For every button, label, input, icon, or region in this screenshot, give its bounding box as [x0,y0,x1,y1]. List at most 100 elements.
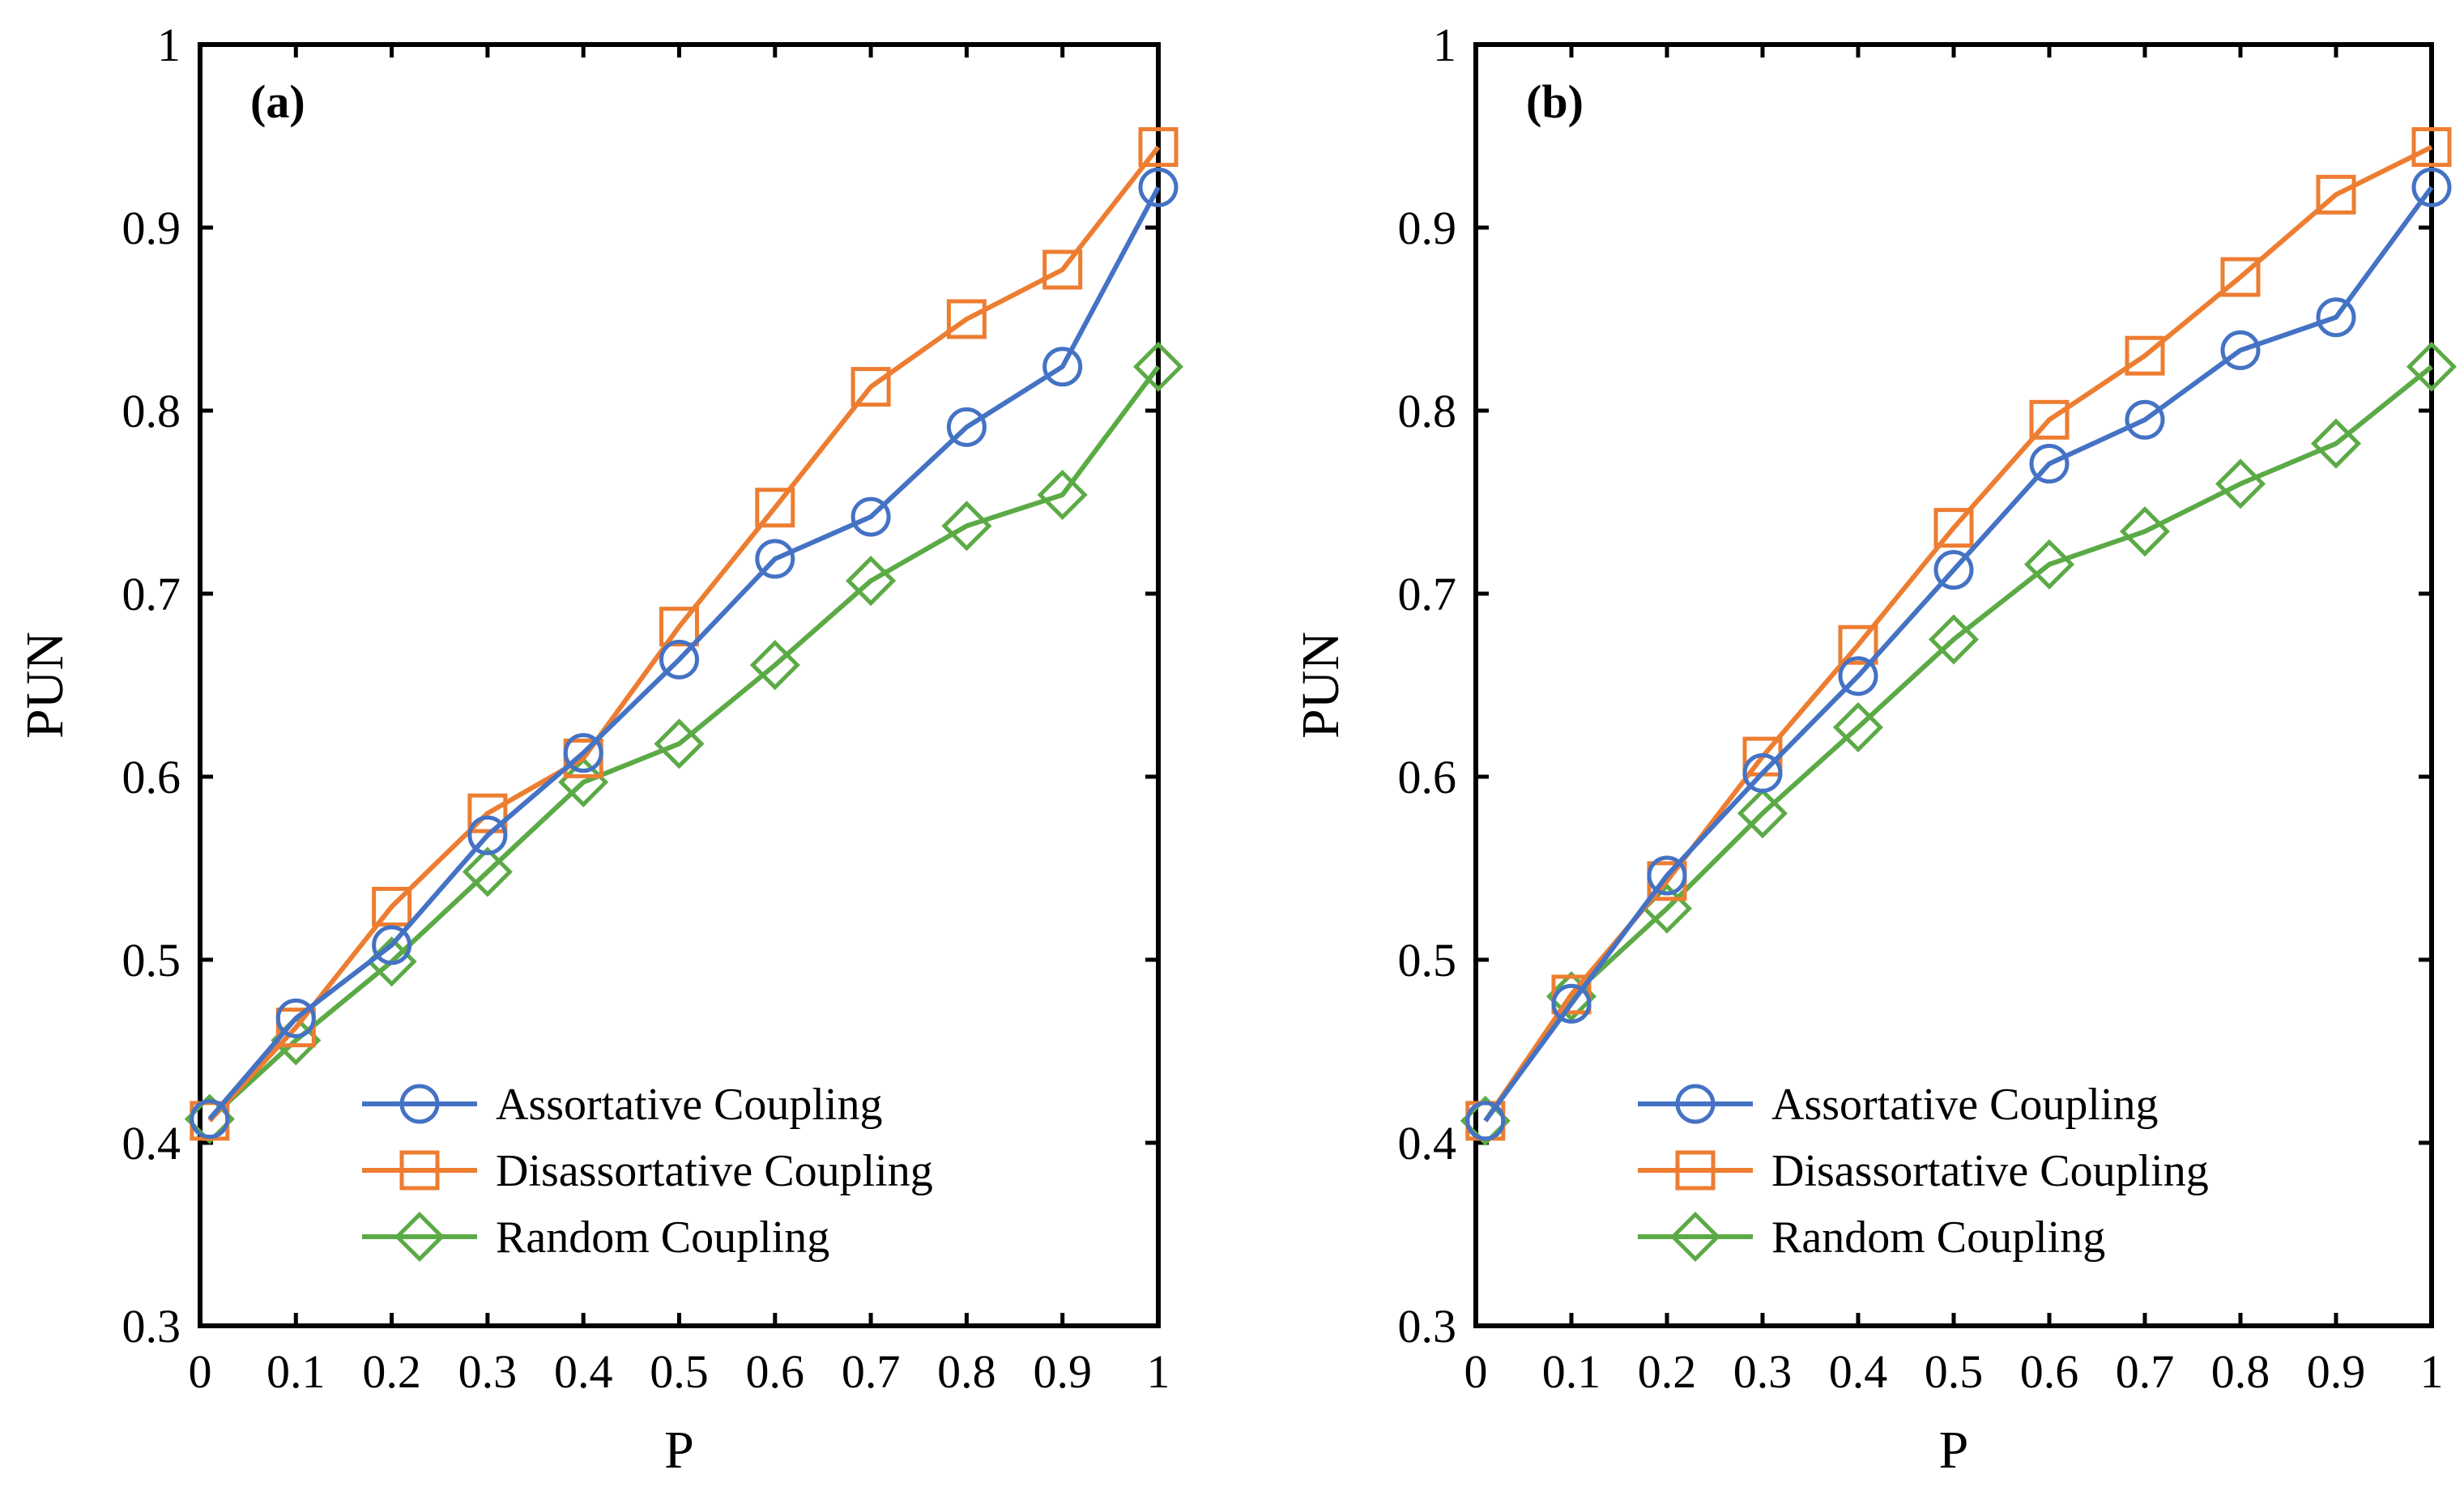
y-tick-label: 0.3 [1398,1300,1457,1353]
y-tick-label: 0.3 [122,1300,181,1353]
data-point [467,815,508,855]
x-tick-label: 0.9 [2307,1345,2366,1398]
legend-entry: Assortative Coupling [362,1080,883,1130]
data-point [1933,508,1974,548]
data-point [2220,257,2261,297]
legend-marker [399,1084,440,1124]
data-point [275,998,316,1038]
data-point [1545,971,1597,1022]
data-point [1933,550,1974,590]
data-point [1465,1101,1506,1141]
data-point [1042,347,1083,387]
data-point [2119,506,2171,557]
data-point [2220,330,2261,370]
data-point [462,846,513,897]
x-tick-label: 0.3 [1733,1345,1793,1398]
y-tick-label: 0.6 [122,751,181,803]
legend-label: Assortative Coupling [1771,1080,2159,1130]
x-tick-label: 0.6 [746,1345,805,1398]
series-random-coupling [1460,341,2458,1146]
y-tick-label: 0.9 [122,202,181,254]
legend-label: Disassortative Coupling [496,1146,933,1196]
data-point [190,1099,230,1140]
x-tick-label: 0.7 [842,1345,901,1398]
data-point [2023,539,2075,590]
data-point [275,1008,316,1048]
plot-frame [198,42,1161,1328]
x-tick-label: 0.7 [2116,1345,2175,1398]
data-point [755,539,795,579]
data-point [2310,418,2362,469]
x-tick-label: 0.4 [554,1345,613,1398]
legend-label: Assortative Coupling [496,1080,883,1130]
data-point [2029,399,2070,440]
legend-entry: Disassortative Coupling [1638,1146,2209,1196]
panel-label: (a) [250,75,305,128]
x-tick-label: 0.2 [1638,1345,1697,1398]
data-point [1138,127,1179,168]
y-axis-label: PUN [1291,632,1350,739]
data-point [563,733,603,773]
data-point [2316,174,2356,215]
data-point [749,640,800,691]
data-point [2411,127,2452,168]
series-assortative-coupling [190,167,1179,1140]
legend-marker [399,1150,440,1191]
series-assortative-coupling [1465,167,2452,1141]
y-tick-label: 0.7 [122,568,181,620]
data-point [2125,335,2165,376]
y-tick-label: 0.5 [1398,934,1457,986]
data-point [1928,614,1980,665]
series-line [207,364,1161,1121]
data-point [1138,167,1179,207]
x-tick-label: 0 [1464,1345,1488,1398]
data-point [1551,974,1592,1015]
x-tick-label: 0.5 [1925,1345,1984,1398]
data-point [1838,624,1878,665]
legend-marker [1675,1150,1716,1191]
series-line [207,145,1161,1123]
data-point [1737,788,1788,839]
data-point [2029,444,2070,484]
legend-label: Disassortative Coupling [1771,1146,2209,1196]
legend-marker [1675,1084,1716,1124]
data-point [659,639,699,680]
legend-marker [394,1211,445,1263]
x-axis-label: P [664,1421,694,1480]
x-tick-label: 0.1 [266,1345,326,1398]
data-point [659,607,699,647]
legend-entry: Random Coupling [362,1211,829,1263]
x-tick-label: 0.3 [458,1345,518,1398]
y-tick-label: 0.4 [122,1117,181,1170]
x-tick-label: 1 [1147,1345,1170,1398]
data-point [1551,983,1592,1024]
data-point [1838,656,1878,697]
data-point [1647,855,1687,896]
data-point [941,501,992,552]
legend-entry: Assortative Coupling [1638,1080,2159,1130]
data-point [372,925,412,965]
y-tick-label: 0.5 [122,934,181,986]
x-tick-label: 0.6 [2020,1345,2079,1398]
x-tick-label: 0.5 [650,1345,709,1398]
series-line [207,185,1161,1121]
x-tick-label: 0.8 [937,1345,996,1398]
data-point [1037,469,1088,520]
data-point [2316,297,2356,338]
x-tick-label: 0.1 [1542,1345,1601,1398]
legend-label: Random Coupling [1771,1212,2105,1263]
data-point [1042,249,1083,290]
data-point [2411,167,2452,207]
x-tick-label: 1 [2420,1345,2444,1398]
data-point [654,718,705,769]
data-point [755,488,795,528]
series-random-coupling [184,341,1184,1144]
panel-label: (b) [1526,75,1584,128]
x-tick-label: 0.2 [362,1345,421,1398]
data-point [850,496,891,537]
data-point [1832,701,1884,753]
data-point [946,407,987,447]
data-point [946,299,987,339]
panel-b: 0 0.1 0.2 0.3 0.4 0.5 0.6 0.7 0.8 0.9 1 0.3 0.4 0.5 0.… [1291,19,2458,1480]
